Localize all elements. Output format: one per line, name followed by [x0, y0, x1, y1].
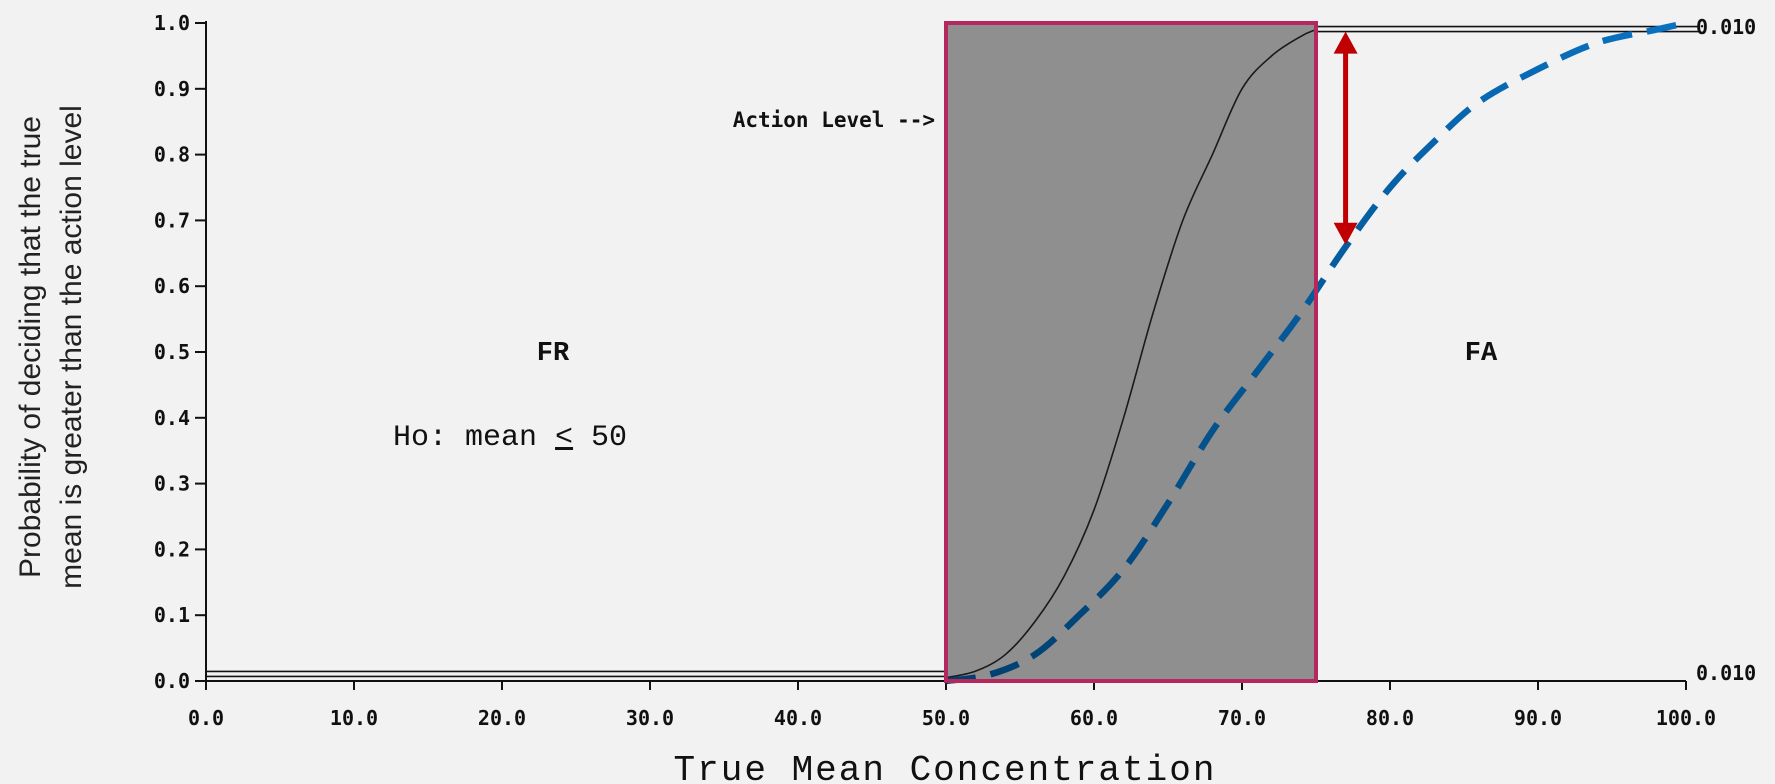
x-tick-label-0: 0.0	[188, 706, 224, 730]
x-tick-label-6: 60.0	[1070, 706, 1118, 730]
right-top-value: 0.010	[1696, 15, 1756, 39]
hypothesis-prefix: Ho: mean	[393, 421, 555, 455]
fr-label: FR	[537, 339, 570, 369]
x-tick-label-8: 80.0	[1366, 706, 1414, 730]
x-tick-label-5: 50.0	[922, 706, 970, 730]
x-tick-label-4: 40.0	[774, 706, 822, 730]
arrow-head-top	[1333, 31, 1358, 54]
fa-label: FA	[1465, 339, 1498, 369]
series-dashed-curve	[945, 19, 1687, 685]
x-tick-label-10: 100.0	[1656, 706, 1716, 730]
y-tick-label-1: 0.1	[154, 603, 190, 627]
dashed-curve-path	[945, 19, 1687, 685]
ticks: 0.0 10.0 20.0 30.0 40.0 50.0 60.0 70.0 80.0 90.0 1…	[154, 11, 1716, 730]
y-tick-label-8: 0.8	[154, 143, 190, 167]
y-tick-label-10: 1.0	[154, 11, 190, 35]
gray-region-border	[944, 21, 1318, 683]
y-tick-label-3: 0.3	[154, 472, 190, 496]
y-tick-label-5: 0.5	[154, 340, 190, 364]
null-hypothesis-label: Ho: mean < 50	[393, 421, 627, 455]
gray-region	[946, 23, 1316, 681]
decision-lines	[206, 25, 1700, 678]
action-level-label: Action Level -->	[733, 108, 935, 132]
hypothesis-suffix: 50	[573, 421, 627, 455]
y-tick-label-2: 0.2	[154, 537, 190, 561]
difference-arrow	[1333, 31, 1358, 245]
x-tick-label-3: 30.0	[626, 706, 674, 730]
x-tick-label-2: 20.0	[478, 706, 526, 730]
arrow-head-bottom	[1333, 222, 1358, 245]
x-tick-label-7: 70.0	[1218, 706, 1266, 730]
y-axis-title-line-1: Probability of deciding that the true	[14, 116, 47, 578]
y-tick-label-6: 0.6	[154, 274, 190, 298]
hypothesis-symbol: <	[555, 421, 573, 455]
right-bottom-value: 0.010	[1696, 661, 1756, 685]
y-axis-title-line-2: mean is greater than the action level	[55, 105, 88, 589]
series-solid-curve	[945, 28, 1317, 679]
y-tick-label-4: 0.4	[154, 406, 190, 430]
y-tick-label-0: 0.0	[154, 669, 190, 693]
x-tick-label-9: 90.0	[1514, 706, 1562, 730]
x-axis-title: True Mean Concentration	[674, 750, 1217, 784]
y-tick-label-9: 0.9	[154, 77, 190, 101]
x-tick-label-1: 10.0	[330, 706, 378, 730]
y-tick-label-7: 0.7	[154, 208, 190, 232]
